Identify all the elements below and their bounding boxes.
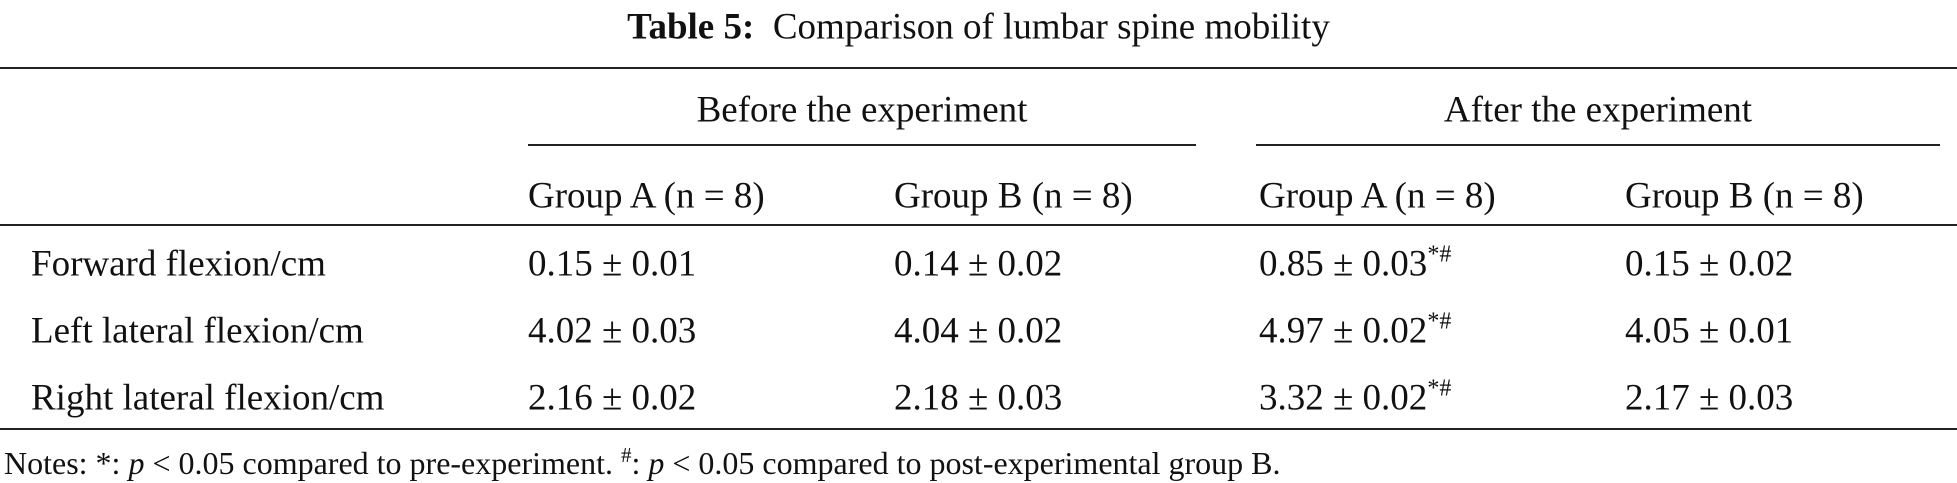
cell-significance: *# [1427,241,1452,268]
cell-value: 0.85 ± 0.03 [1259,243,1428,285]
note-text: < 0.05 compared to pre-experiment. [144,445,621,481]
group-header: Before the experiment [696,89,1028,131]
note-sup: # [620,443,632,467]
group-underline [528,144,1196,146]
title-text: Comparison of lumbar spine mobility [772,6,1330,48]
column-header: Group B (n = 8) [1625,175,1864,217]
cell: 3.32 ± 0.02*# [1259,377,1451,419]
table-title: Table 5: Comparison of lumbar spine mobi… [0,9,1957,46]
cell-value: 4.05 ± 0.01 [1625,310,1794,352]
cell-value: 3.32 ± 0.02 [1259,377,1428,419]
table-notes: Notes: *: p < 0.05 compared to pre-exper… [4,445,1281,481]
cell-significance: *# [1427,375,1452,402]
note-text: Notes: *: [4,445,129,481]
cell-significance: *# [1427,308,1452,335]
cell-value: 4.04 ± 0.02 [894,310,1063,352]
cell: 4.05 ± 0.01 [1625,313,1793,350]
row-label: Forward flexion/cm [31,243,326,285]
cell-value: 2.16 ± 0.02 [528,377,697,419]
cell: 4.97 ± 0.02*# [1259,310,1451,352]
group-underline [1256,144,1940,146]
cell-value: 2.17 ± 0.03 [1625,377,1794,419]
cell: 2.16 ± 0.02 [528,380,696,417]
cell: 0.15 ± 0.01 [528,246,696,283]
cell-value: 4.97 ± 0.02 [1259,310,1428,352]
group-header: After the experiment [1443,89,1753,131]
cell-value: 2.18 ± 0.03 [894,377,1063,419]
cell: 0.14 ± 0.02 [894,246,1062,283]
cell-value: 0.15 ± 0.01 [528,243,697,285]
note-text: < 0.05 compared to post-experimental gro… [664,445,1281,481]
note-italic: p [128,445,145,481]
cell: 0.15 ± 0.02 [1625,246,1793,283]
top-rule [0,67,1957,69]
header-rule [0,224,1957,226]
cell: 4.04 ± 0.02 [894,313,1062,350]
column-header: Group A (n = 8) [1259,175,1496,217]
column-header: Group A (n = 8) [528,175,765,217]
cell-value: 0.14 ± 0.02 [894,243,1063,285]
column-header: Group B (n = 8) [894,175,1133,217]
bottom-rule [0,428,1957,430]
note-text: : [631,445,649,481]
cell: 0.85 ± 0.03*# [1259,243,1451,285]
row-label: Right lateral flexion/cm [31,377,385,419]
cell-value: 0.15 ± 0.02 [1625,243,1794,285]
row-label: Left lateral flexion/cm [31,310,364,352]
title-label: Table 5: [627,6,755,48]
cell: 2.17 ± 0.03 [1625,380,1793,417]
note-italic: p [648,445,665,481]
cell: 4.02 ± 0.03 [528,313,696,350]
cell-value: 4.02 ± 0.03 [528,310,697,352]
cell: 2.18 ± 0.03 [894,380,1062,417]
